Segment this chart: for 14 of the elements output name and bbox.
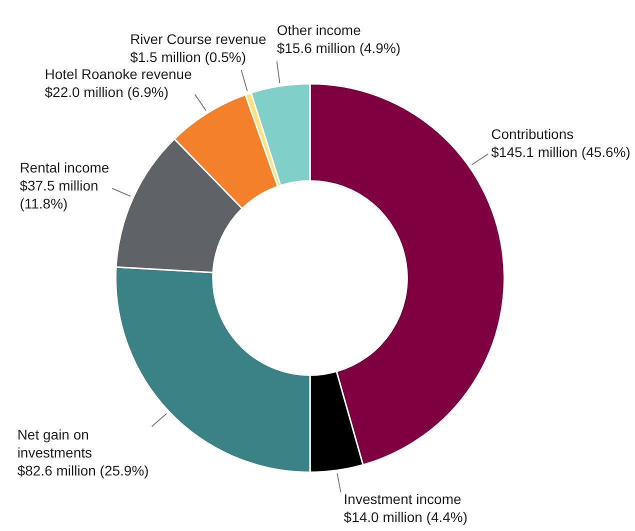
data-label: $22.0 million (6.9%) <box>44 84 168 100</box>
data-label: $1.5 million (0.5%) <box>130 48 246 65</box>
data-label: $145.1 million (45.6%) <box>491 144 630 160</box>
data-label: $37.5 million (11.8%) <box>20 177 98 212</box>
slice-label: Rental income <box>20 159 110 176</box>
slice-label: Investment income <box>344 490 462 507</box>
slice-label: River Course revenue <box>130 30 266 47</box>
data-label: $82.6 million (25.9%) <box>17 462 149 478</box>
slice-label: Net gain on investments <box>17 426 92 460</box>
data-label: $14.0 million (4.4%) <box>344 508 468 525</box>
data-label: $15.6 million (4.9%) <box>276 40 401 56</box>
slice-label: Other income <box>276 22 362 38</box>
slice-label: Contributions <box>491 126 574 142</box>
slice-label: Hotel Roanoke revenue <box>44 66 192 82</box>
